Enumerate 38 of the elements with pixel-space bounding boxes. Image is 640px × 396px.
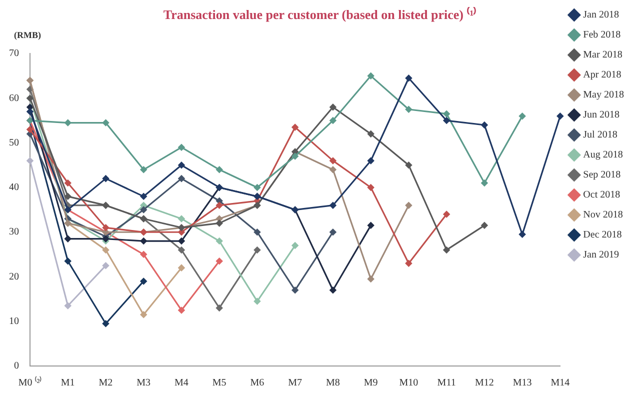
legend-label: Mar 2018 bbox=[583, 50, 622, 61]
legend-label: Oct 2018 bbox=[583, 190, 620, 201]
x-tick-label: M13 bbox=[512, 378, 532, 389]
x-tick-label: M5 bbox=[212, 378, 226, 389]
x-tick-label: M11 bbox=[437, 378, 456, 389]
chart-title: Transaction value per customer (based on listed price) ⁽¹⁾ bbox=[163, 6, 477, 22]
y-tick-label: 30 bbox=[9, 226, 19, 238]
legend-label: Feb 2018 bbox=[583, 30, 621, 41]
legend-label: Jan 2018 bbox=[583, 10, 620, 21]
x-tick-label: M2 bbox=[98, 378, 113, 389]
x-tick-label: M3 bbox=[136, 378, 151, 389]
x-tick-label: M7 bbox=[288, 378, 302, 389]
legend-label: Apr 2018 bbox=[583, 70, 622, 81]
x-tick-label: M12 bbox=[474, 378, 494, 389]
x-tick-label: M14 bbox=[550, 378, 570, 389]
y-tick-label: 60 bbox=[9, 92, 19, 104]
x-tick-label: M1 bbox=[60, 378, 75, 389]
y-tick-label: 10 bbox=[9, 316, 19, 327]
x-tick-label: M8 bbox=[326, 378, 340, 389]
x-tick-label: M10 bbox=[399, 378, 418, 389]
x-tick-label: M0 ⁽²⁾ bbox=[18, 376, 42, 389]
x-tick-label: M6 bbox=[250, 378, 264, 389]
x-tick-label: M4 bbox=[174, 378, 188, 389]
legend-label: Jun 2018 bbox=[583, 110, 620, 121]
y-axis-title: (RMB) bbox=[14, 30, 41, 40]
x-tick-label: M9 bbox=[364, 378, 378, 389]
y-tick-label: 70 bbox=[9, 48, 19, 60]
legend-label: Nov 2018 bbox=[583, 210, 623, 221]
y-tick-label: 50 bbox=[9, 137, 19, 148]
legend-label: Jan 2019 bbox=[583, 250, 620, 261]
y-tick-label: 20 bbox=[9, 271, 19, 282]
legend-label: Aug 2018 bbox=[583, 150, 623, 161]
legend-label: Jul 2018 bbox=[583, 130, 618, 141]
y-tick-label: 0 bbox=[14, 360, 19, 372]
legend-label: Sep 2018 bbox=[583, 170, 621, 181]
legend-label: Dec 2018 bbox=[583, 230, 622, 241]
y-tick-label: 40 bbox=[9, 182, 19, 194]
legend-label: May 2018 bbox=[583, 90, 624, 101]
